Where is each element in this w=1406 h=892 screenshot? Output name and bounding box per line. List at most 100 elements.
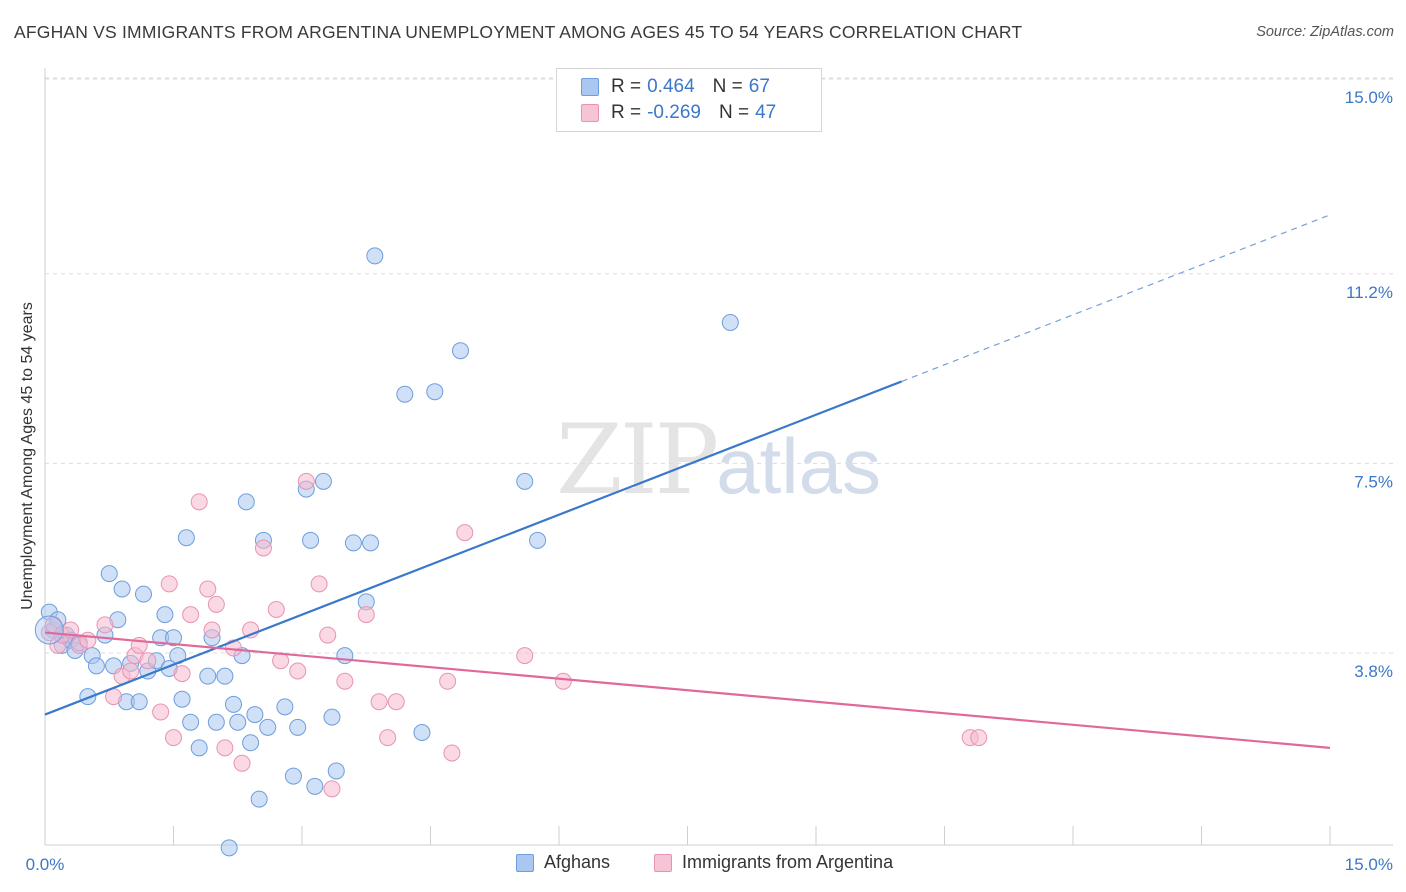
- data-point-afghans: [135, 585, 153, 603]
- data-point-afghans: [721, 314, 739, 331]
- data-point-argentina: [233, 754, 251, 772]
- data-point-afghans: [177, 529, 195, 547]
- legend-swatch-pink: [581, 104, 599, 122]
- data-point-afghans: [327, 762, 345, 780]
- data-point-afghans: [276, 698, 294, 716]
- data-point-afghans: [250, 790, 268, 808]
- data-point-argentina: [323, 780, 341, 798]
- data-point-argentina: [516, 647, 534, 665]
- data-point-argentina: [297, 472, 315, 490]
- data-point-argentina: [267, 601, 285, 618]
- data-point-afghans: [516, 472, 534, 490]
- data-point-afghans: [426, 383, 444, 401]
- watermark-atlas: atlas: [716, 422, 881, 510]
- data-point-afghans: [100, 565, 118, 583]
- data-point-argentina: [216, 739, 234, 757]
- data-point-afghans: [87, 657, 105, 675]
- data-point-afghans: [229, 713, 247, 731]
- y-tick-label: 11.2%: [1346, 283, 1393, 302]
- data-point-afghans: [224, 695, 242, 713]
- legend-n-value: 47: [755, 102, 777, 123]
- trend-line-afghans-extension: [901, 214, 1331, 382]
- data-point-afghans: [366, 247, 384, 265]
- data-point-argentina: [122, 662, 140, 680]
- data-point-afghans: [199, 667, 217, 685]
- data-point-afghans: [237, 493, 255, 511]
- bottom-legend-argentina: Immigrants from Argentina: [654, 852, 893, 873]
- data-point-argentina: [96, 616, 114, 634]
- data-point-argentina: [203, 621, 221, 639]
- data-point-afghans: [413, 724, 431, 741]
- data-point-argentina: [310, 575, 328, 593]
- data-point-argentina: [387, 693, 405, 711]
- legend-n-value: 67: [748, 76, 770, 97]
- data-point-argentina: [456, 524, 474, 542]
- bottom-legend-swatch-pink: [654, 853, 672, 872]
- data-point-afghans: [165, 629, 182, 647]
- data-point-argentina: [379, 729, 397, 747]
- data-point-afghans: [323, 708, 341, 726]
- data-point-afghans: [173, 690, 191, 708]
- data-point-argentina: [182, 606, 200, 624]
- data-point-argentina: [319, 626, 337, 644]
- data-point-afghans: [336, 647, 354, 665]
- data-point-afghans: [529, 531, 547, 549]
- data-point-argentina: [79, 631, 97, 649]
- data-point-argentina: [139, 652, 157, 670]
- data-point-afghans: [182, 713, 200, 731]
- data-point-argentina: [190, 493, 208, 511]
- data-point-argentina: [554, 672, 572, 690]
- data-point-afghans: [396, 385, 414, 403]
- data-point-argentina: [443, 744, 461, 762]
- data-point-afghans: [284, 767, 302, 785]
- data-point-argentina: [439, 672, 457, 690]
- y-tick-label: 7.5%: [1354, 472, 1393, 491]
- data-point-afghans: [314, 472, 332, 490]
- data-point-afghans: [289, 718, 307, 736]
- data-point-argentina: [160, 575, 178, 593]
- watermark: ZIPatlas: [556, 404, 881, 516]
- source-label: Source: ZipAtlas.com: [1256, 24, 1394, 40]
- bottom-legend-swatch-blue: [516, 853, 534, 872]
- data-point-afghans: [130, 693, 148, 711]
- data-point-afghans: [246, 706, 264, 724]
- data-point-argentina: [199, 580, 217, 598]
- data-point-argentina: [289, 662, 307, 680]
- legend-r-label: R =: [611, 76, 642, 97]
- data-point-afghans: [306, 777, 324, 795]
- legend-r-label: R =: [611, 102, 642, 123]
- data-point-afghans: [220, 839, 238, 857]
- data-point-argentina: [165, 729, 182, 747]
- trend-line-argentina: [44, 631, 1331, 749]
- data-point-argentina: [370, 693, 388, 711]
- data-point-afghans: [190, 739, 208, 757]
- data-point-afghans: [451, 342, 469, 360]
- data-point-argentina: [173, 665, 191, 683]
- legend-n-label: N =: [718, 102, 750, 123]
- legend-row-argentina: R = -0.269 N = 47: [581, 100, 776, 126]
- data-point-afghans: [259, 718, 277, 736]
- legend-n-label: N =: [712, 76, 743, 97]
- x-tick-label: 0.0%: [26, 855, 65, 874]
- data-point-argentina: [357, 606, 375, 624]
- data-point-afghans: [156, 606, 174, 624]
- data-point-argentina: [207, 595, 225, 613]
- data-point-afghans: [207, 713, 225, 731]
- data-point-afghans: [113, 580, 131, 598]
- data-point-argentina: [970, 729, 988, 747]
- legend-swatch-blue: [581, 78, 599, 96]
- legend-r-value: 0.464: [647, 76, 695, 97]
- trend-line-afghans: [44, 380, 903, 716]
- data-point-afghans: [344, 534, 362, 552]
- bottom-legend-afghans: Afghans: [516, 852, 610, 873]
- data-point-argentina: [254, 539, 272, 557]
- legend-r-value: -0.269: [647, 102, 701, 123]
- data-point-argentina: [336, 672, 354, 690]
- correlation-legend: R = 0.464 N = 67 R = -0.269 N = 47: [556, 68, 822, 132]
- y-tick-label: 3.8%: [1354, 662, 1393, 681]
- bottom-legend-label-afghans: Afghans: [544, 852, 611, 872]
- data-point-afghans: [302, 531, 320, 549]
- x-tick-label: 15.0%: [1345, 855, 1393, 874]
- data-point-afghans-cluster: [34, 615, 64, 645]
